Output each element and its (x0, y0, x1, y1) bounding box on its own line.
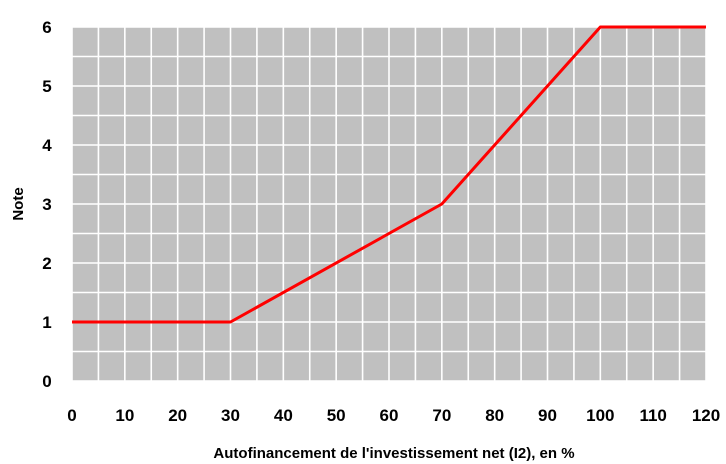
x-tick-label: 60 (380, 406, 399, 425)
x-tick-label: 110 (639, 406, 666, 425)
x-tick-label: 70 (432, 406, 451, 425)
y-tick-label: 0 (42, 372, 51, 391)
x-tick-label: 10 (115, 406, 134, 425)
x-tick-label: 0 (67, 406, 76, 425)
y-axis-label: Note (10, 187, 27, 220)
x-axis-label: Autofinancement de l'investissement net … (213, 445, 574, 462)
series-line (72, 25, 706, 324)
x-tick-label: 20 (168, 406, 187, 425)
x-tick-label: 100 (586, 406, 614, 425)
y-tick-label: 3 (42, 195, 51, 214)
x-tick-label: 30 (221, 406, 240, 425)
x-tick-label: 80 (485, 406, 504, 425)
x-tick-label: 120 (692, 406, 720, 425)
gridlines (71, 26, 707, 382)
series-layer (72, 25, 706, 324)
y-axis-ticks: 0 1 2 3 4 5 6 (42, 18, 52, 391)
y-tick-label: 6 (42, 18, 51, 37)
y-tick-label: 4 (42, 136, 52, 155)
y-tick-label: 5 (42, 77, 51, 96)
x-axis-ticks: 0 10 20 30 40 50 60 70 80 90 100 110 120 (67, 406, 720, 425)
y-tick-label: 1 (42, 313, 51, 332)
x-tick-label: 90 (538, 406, 557, 425)
y-tick-label: 2 (42, 254, 51, 273)
x-tick-label: 40 (274, 406, 293, 425)
x-tick-label: 50 (327, 406, 346, 425)
